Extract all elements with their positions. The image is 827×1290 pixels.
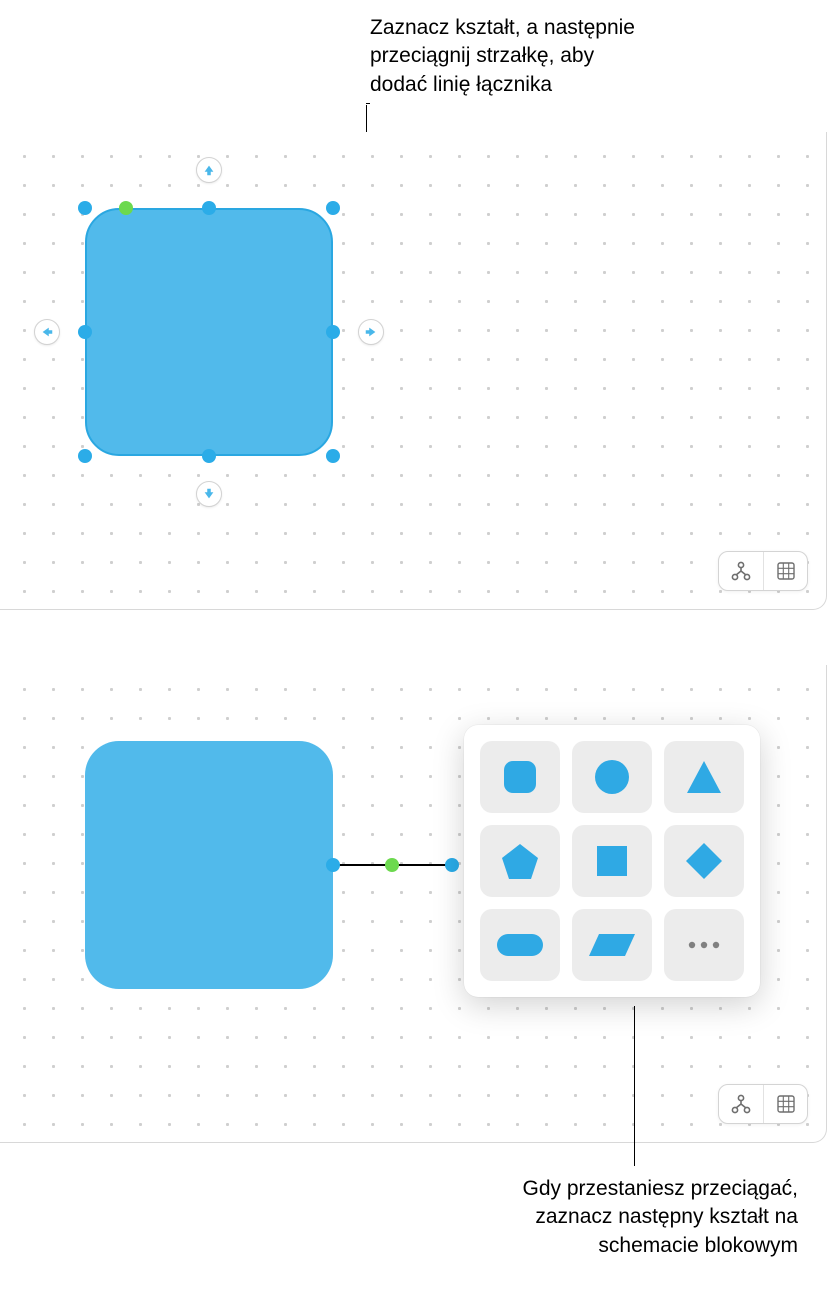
resize-handle-bc[interactable] [202, 449, 216, 463]
connector-endpoint-start[interactable] [326, 858, 340, 872]
source-shape[interactable] [85, 741, 333, 989]
connector-arrow-up[interactable] [196, 157, 222, 183]
rounded-rect-icon [498, 755, 542, 799]
grid-mode-icon [776, 561, 796, 581]
capsule-icon [493, 928, 547, 962]
shape-option-capsule[interactable] [480, 909, 560, 981]
grid-mode-button[interactable] [763, 1085, 807, 1123]
connector-endpoint-end[interactable] [445, 858, 459, 872]
diagram-mode-icon [730, 1094, 752, 1114]
grid-mode-icon [776, 1094, 796, 1114]
pentagon-icon [498, 839, 542, 883]
arrow-up-icon [202, 163, 216, 177]
canvas-panel-bottom [0, 665, 827, 1143]
circle-icon [590, 755, 634, 799]
selected-shape[interactable] [85, 208, 333, 456]
diagram-mode-button[interactable] [719, 552, 763, 590]
callout-top-text: Zaznacz kształt, a następnie przeciągnij… [370, 14, 800, 99]
arrow-right-icon [364, 325, 378, 339]
shape-option-triangle[interactable] [664, 741, 744, 813]
resize-handle-tl[interactable] [78, 201, 92, 215]
resize-handle-br[interactable] [326, 449, 340, 463]
rotation-handle[interactable] [119, 201, 133, 215]
resize-handle-mr[interactable] [326, 325, 340, 339]
callout-top-tick [366, 103, 370, 104]
shape-picker-popover [464, 725, 760, 997]
shape-option-more[interactable] [664, 909, 744, 981]
square-icon [590, 839, 634, 883]
shape-option-parallelogram[interactable] [572, 909, 652, 981]
callout-bottom-leader [634, 1006, 635, 1166]
grid-mode-button[interactable] [763, 552, 807, 590]
canvas-toolbar [718, 551, 808, 591]
canvas-toolbar [718, 1084, 808, 1124]
shape-option-square[interactable] [572, 825, 652, 897]
connector-arrow-right[interactable] [358, 319, 384, 345]
connector-arrow-down[interactable] [196, 481, 222, 507]
diagram-mode-button[interactable] [719, 1085, 763, 1123]
callout-bottom-text: Gdy przestaniesz przeciągać, zaznacz nas… [288, 1175, 798, 1260]
arrow-left-icon [40, 325, 54, 339]
resize-handle-bl[interactable] [78, 449, 92, 463]
canvas-panel-top [0, 132, 827, 610]
triangle-icon [682, 755, 726, 799]
connector-arrow-left[interactable] [34, 319, 60, 345]
resize-handle-tr[interactable] [326, 201, 340, 215]
parallelogram-icon [585, 928, 639, 962]
shape-option-rounded-rect[interactable] [480, 741, 560, 813]
diagram-mode-icon [730, 561, 752, 581]
resize-handle-tc[interactable] [202, 201, 216, 215]
shape-option-circle[interactable] [572, 741, 652, 813]
shape-option-pentagon[interactable] [480, 825, 560, 897]
more-icon [682, 937, 726, 953]
arrow-down-icon [202, 487, 216, 501]
shape-option-diamond[interactable] [664, 825, 744, 897]
resize-handle-ml[interactable] [78, 325, 92, 339]
connector-midpoint[interactable] [385, 858, 399, 872]
diamond-icon [682, 839, 726, 883]
